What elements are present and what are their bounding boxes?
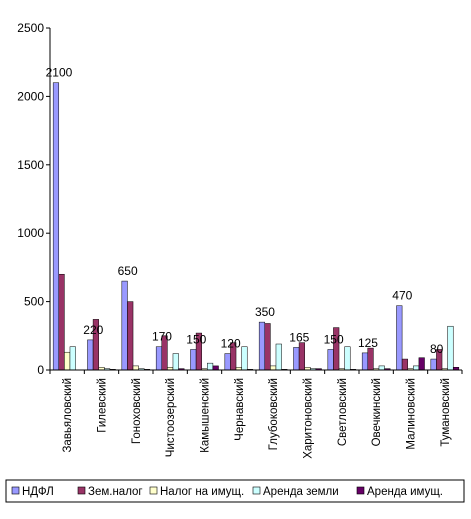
bar-series-4-cat-7: [275, 343, 282, 371]
legend-swatch: [149, 486, 158, 495]
data-label: 150: [186, 332, 206, 346]
bar-series-4-cat-5: [207, 362, 214, 371]
bar-series-4-cat-11: [413, 365, 420, 371]
bar-series-1-cat-12: [430, 358, 437, 371]
bar-series-2-cat-8: [298, 342, 305, 371]
bar-series-4-cat-6: [241, 346, 248, 371]
legend-label: НДФЛ: [22, 486, 54, 498]
bar-series-1-cat-1: [52, 82, 60, 371]
plot-area: [50, 28, 462, 370]
legend-swatch: [77, 486, 86, 495]
data-label: 170: [152, 330, 172, 344]
bar-series-1-cat-3: [121, 280, 128, 371]
legend-swatch: [252, 486, 261, 495]
category-label: Овечкинский: [371, 378, 383, 446]
bar-series-5-cat-11: [418, 357, 425, 371]
data-label: 125: [358, 336, 378, 350]
bar-series-1-cat-8: [293, 347, 300, 371]
bar-series-4-cat-1: [69, 346, 76, 371]
category-label: Чернавский: [234, 378, 246, 441]
data-label: 120: [221, 337, 241, 351]
bar-series-2-cat-7: [264, 323, 271, 371]
bar-series-1-cat-5: [190, 349, 197, 371]
bar-series-1-cat-7: [258, 321, 266, 371]
bar-series-2-cat-10: [367, 347, 374, 371]
data-label: 470: [392, 289, 412, 303]
legend-label: Аренда земли: [263, 486, 339, 498]
bar-series-1-cat-6: [224, 353, 231, 371]
data-label: 80: [430, 342, 444, 356]
bar-series-4-cat-4: [172, 353, 179, 371]
data-labels-group: 2100 220 650 170 150 120 350 165 150 125 470 80: [46, 66, 444, 356]
bar-series-5-cat-5: [212, 365, 219, 371]
bar-series-1-cat-4: [155, 346, 163, 371]
y-tick-label: 0: [37, 363, 44, 377]
category-label: Чистоозерский: [165, 378, 177, 457]
legend-swatch: [356, 486, 365, 495]
category-labels-group: Завьяловский Гилевский Гоноховский Чистоозе…: [62, 378, 452, 459]
bar-series-4-cat-12: [447, 325, 454, 371]
y-tick-label: 500: [24, 295, 44, 309]
category-label: Камышенский: [200, 378, 212, 453]
category-label: Гилевский: [97, 378, 109, 433]
category-label: Завьяловский: [62, 378, 74, 453]
bar-series-1-cat-11: [396, 305, 403, 371]
legend-box: [5, 479, 465, 503]
bar-series-1-cat-10: [361, 352, 369, 371]
legend: НДФЛ Зем.налог Налог на имущ. Аренда земли А…: [5, 479, 465, 503]
bar-series-1-cat-2: [87, 339, 94, 371]
category-label: Глубоковский: [268, 378, 280, 450]
bar-series-3-cat-7: [270, 365, 277, 371]
bar-series-3-cat-3: [132, 365, 139, 371]
category-label: Светловский: [337, 378, 349, 446]
data-label: 220: [83, 323, 103, 337]
data-label: 165: [289, 330, 309, 344]
bar-series-3-cat-1: [64, 351, 71, 371]
bar-series-1-cat-9: [327, 349, 334, 371]
legend-label: Аренда имущ.: [367, 486, 443, 498]
legend-label: Зем.налог: [88, 486, 143, 498]
data-label: 650: [118, 264, 138, 278]
category-label: Малиновский: [406, 378, 418, 450]
bar-series-4-cat-10: [378, 365, 385, 371]
data-label: 150: [324, 332, 344, 346]
data-label: 350: [255, 305, 275, 319]
category-label: Харитоновский: [303, 378, 315, 459]
category-label: Гоноховский: [131, 378, 143, 444]
y-tick-label: 2500: [17, 21, 44, 35]
y-tick-label: 1000: [17, 226, 44, 240]
bar-series-2-cat-3: [127, 301, 134, 371]
category-label: Тумановский: [440, 378, 452, 447]
bar-series-2-cat-1: [58, 273, 65, 371]
data-label: 2100: [46, 66, 73, 80]
y-tick-label: 2000: [17, 89, 44, 103]
legend-label: Налог на имущ.: [160, 486, 244, 498]
bar-series-2-cat-11: [401, 358, 408, 371]
y-tick-label: 1500: [17, 158, 44, 172]
bar-series-4-cat-9: [344, 346, 351, 371]
legend-swatch: [11, 486, 20, 495]
ticks-group: 0 500 1000 1500 2000 2500: [17, 21, 463, 377]
